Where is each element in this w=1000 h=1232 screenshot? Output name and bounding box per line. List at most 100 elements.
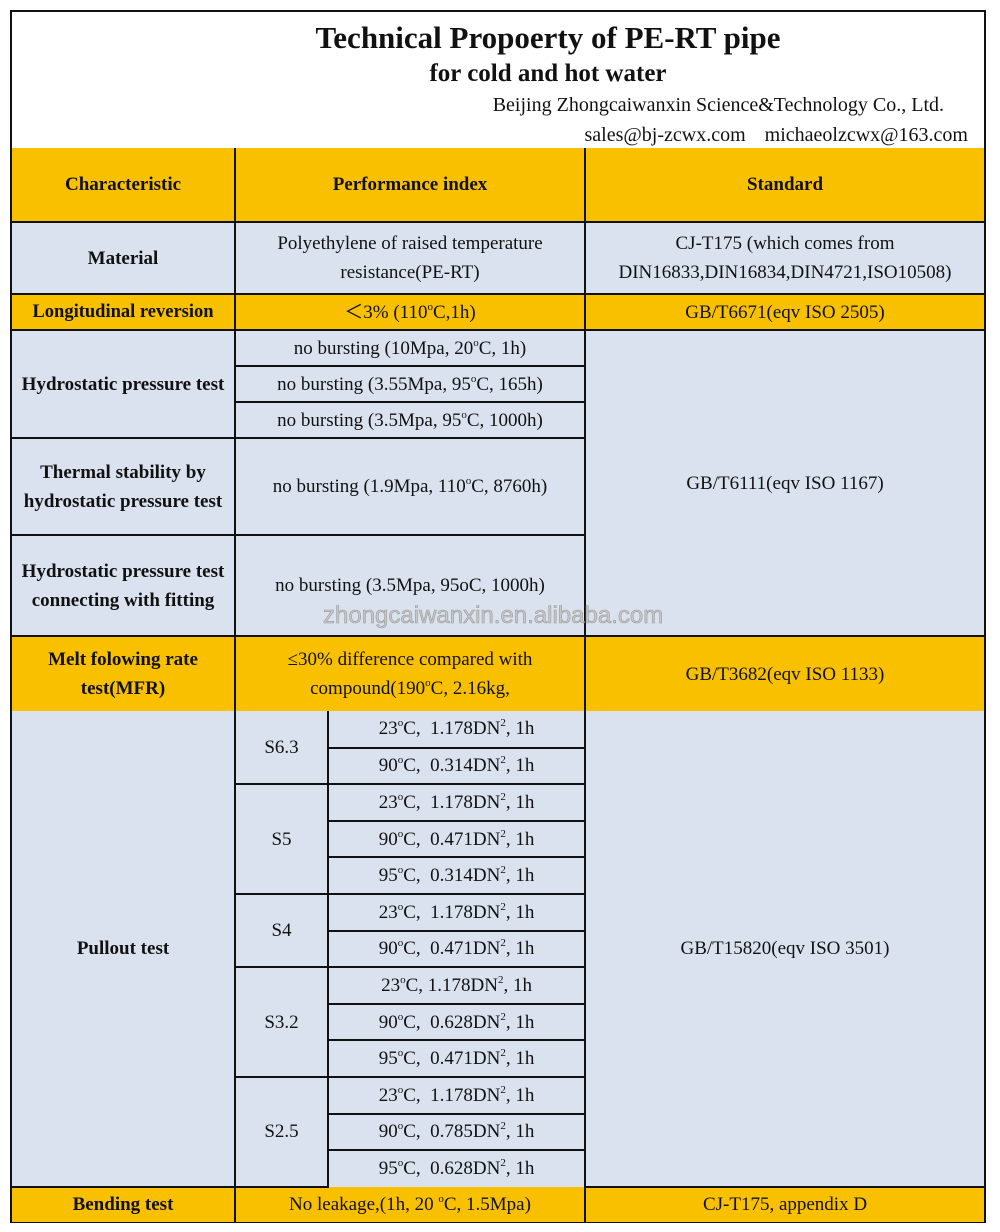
performance-cell: 90oC, 0.314DN2, 1h bbox=[328, 746, 585, 786]
performance-cell: Polyethylene of raised temperature resis… bbox=[234, 221, 586, 295]
superscript: 2 bbox=[500, 1083, 506, 1096]
performance-cell: 90oC, 0.628DN2, 1h bbox=[328, 1002, 585, 1042]
performance-cell: ≤30% difference compared with compound(1… bbox=[234, 635, 586, 711]
table-row-hydrostatic: no bursting (3.5Mpa, 95oC, 1000h) bbox=[12, 401, 984, 439]
superscript: o bbox=[397, 900, 404, 913]
superscript: o bbox=[397, 754, 404, 767]
table-header-row: Characteristic Performance index Standar… bbox=[12, 148, 984, 223]
performance-cell: 90oC, 0.471DN2, 1h bbox=[328, 929, 585, 969]
standard-cell: CJ-T175 (which comes from DIN16833,DIN16… bbox=[584, 221, 984, 295]
table-row-thermal: Thermal stability by hydrostatic pressur… bbox=[12, 437, 984, 536]
superscript: o bbox=[397, 717, 404, 730]
superscript: o bbox=[461, 408, 467, 421]
superscript: 2 bbox=[500, 790, 506, 803]
performance-cell: 23oC, 1.178DN2, 1h bbox=[327, 783, 585, 822]
superscript: 2 bbox=[500, 827, 506, 840]
email-sales: sales@bj-zcwx.com bbox=[584, 124, 746, 146]
table-row-pullout: 90oC, 0.785DN2, 1h bbox=[12, 1112, 984, 1152]
table-row-fitting: Hydrostatic pressure test connecting wit… bbox=[12, 534, 984, 637]
superscript: o bbox=[470, 372, 477, 385]
table-row-pullout: S2.5 23oC, 1.178DN2, 1h bbox=[12, 1075, 984, 1188]
characteristic-cell: Hydrostatic pressure test bbox=[12, 329, 236, 439]
standard-cell: GB/T15820(eqv ISO 3501) bbox=[584, 711, 984, 1188]
company-name: Beijing Zhongcaiwanxin Science&Technolog… bbox=[492, 94, 944, 116]
column-header-standard: Standard bbox=[584, 148, 984, 223]
characteristic-cell: Hydrostatic pressure test connecting wit… bbox=[12, 534, 236, 637]
characteristic-cell: Longitudinal reversion bbox=[12, 293, 236, 331]
performance-cell: no bursting (3.55Mpa, 95oC, 165h) bbox=[235, 365, 585, 403]
performance-cell: 90oC, 0.471DN2, 1h bbox=[328, 819, 585, 859]
table-row-pullout: 90oC, 0.628DN2, 1h bbox=[12, 1002, 984, 1042]
standard-cell: GB/T6111(eqv ISO 1167) bbox=[584, 329, 984, 637]
superscript: 2 bbox=[500, 937, 506, 950]
performance-cell: 23oC, 1.178DN2, 1h bbox=[327, 892, 585, 932]
table-row-melt: Melt folowing rate test(MFR) ≤30% differ… bbox=[12, 635, 984, 711]
superscript: o bbox=[397, 937, 404, 950]
document-frame: Technical Propoerty of PE-RT pipe for co… bbox=[10, 10, 986, 1223]
superscript: o bbox=[397, 1010, 404, 1023]
standard-cell: GB/T3682(eqv ISO 1133) bbox=[584, 635, 984, 711]
superscript: o bbox=[397, 1047, 404, 1060]
characteristic-cell: Material bbox=[12, 221, 236, 295]
table-row-pullout: 95oC, 0.314DN2, 1h bbox=[12, 856, 984, 895]
table-row-pullout: 90oC, 0.314DN2, 1h bbox=[12, 746, 984, 786]
superscript: o bbox=[397, 827, 404, 840]
performance-cell: 95oC, 0.628DN2, 1h bbox=[328, 1149, 585, 1187]
superscript: o bbox=[397, 790, 404, 803]
performance-cell: no bursting (1.9Mpa, 110oC, 8760h) bbox=[234, 437, 585, 536]
superscript: 2 bbox=[500, 1047, 506, 1060]
performance-cell: 90oC, 0.785DN2, 1h bbox=[328, 1112, 585, 1152]
characteristic-cell: Pullout test bbox=[12, 711, 236, 1188]
superscript: o bbox=[438, 1193, 444, 1206]
pipe-series-cell: S4 bbox=[235, 892, 329, 969]
performance-cell: 23oC, 1.178DN2, 1h bbox=[327, 966, 585, 1005]
standard-cell: CJ-T175, appendix D bbox=[584, 1186, 984, 1222]
characteristic-cell: Bending test bbox=[12, 1186, 236, 1222]
characteristic-cell: Melt folowing rate test(MFR) bbox=[12, 635, 236, 711]
table-row-longitudinal: Longitudinal reversion ＜3% (110oC,1h) GB… bbox=[12, 293, 984, 331]
superscript: 2 bbox=[500, 717, 506, 730]
table-row-hydrostatic: Hydrostatic pressure test no bursting (1… bbox=[12, 329, 984, 637]
performance-cell: 23oC, 1.178DN2, 1h bbox=[327, 1075, 585, 1115]
column-header-characteristic: Characteristic bbox=[12, 148, 236, 223]
performance-cell: no bursting (3.5Mpa, 95oC, 1000h) bbox=[234, 534, 585, 637]
column-header-performance-index: Performance index bbox=[234, 148, 586, 223]
email-personal: michaeolzcwx@163.com bbox=[764, 124, 968, 146]
characteristic-cell: Thermal stability by hydrostatic pressur… bbox=[12, 437, 236, 536]
superscript: o bbox=[397, 864, 404, 877]
performance-cell: ＜3% (110oC,1h) bbox=[234, 293, 586, 331]
superscript: 2 bbox=[500, 1120, 506, 1133]
superscript: o bbox=[397, 1157, 404, 1170]
pipe-series-cell: S3.2 bbox=[235, 966, 329, 1078]
table-row-pullout: 90oC, 0.471DN2, 1h bbox=[12, 929, 984, 969]
superscript: o bbox=[473, 336, 479, 349]
superscript: 2 bbox=[500, 1157, 506, 1170]
performance-cell: 95oC, 0.314DN2, 1h bbox=[328, 856, 585, 895]
superscript: o bbox=[465, 475, 472, 487]
page-subtitle: for cold and hot water bbox=[429, 60, 667, 87]
superscript: 2 bbox=[497, 973, 504, 986]
superscript: o bbox=[397, 1083, 404, 1096]
pipe-series-cell: S2.5 bbox=[235, 1075, 329, 1188]
table-row-pullout: 95oC, 0.471DN2, 1h bbox=[12, 1039, 984, 1078]
superscript: o bbox=[400, 973, 406, 986]
table-row-bending: Bending test No leakage,(1h, 20 oC, 1.5M… bbox=[12, 1186, 984, 1222]
property-table: Characteristic Performance index Standar… bbox=[12, 148, 984, 1222]
performance-cell: 95oC, 0.471DN2, 1h bbox=[328, 1039, 585, 1078]
table-row-pullout: S4 23oC, 1.178DN2, 1h bbox=[12, 892, 984, 969]
table-row-pullout: 95oC, 0.628DN2, 1h bbox=[12, 1149, 984, 1187]
table-row-material: Material Polyethylene of raised temperat… bbox=[12, 221, 984, 295]
table-row-pullout: 90oC, 0.471DN2, 1h bbox=[12, 819, 984, 859]
table-row-pullout: S3.2 23oC, 1.178DN2, 1h bbox=[12, 966, 984, 1078]
table-row-pullout: S5 23oC, 1.178DN2, 1h bbox=[12, 783, 984, 895]
page-title: Technical Propoerty of PE-RT pipe bbox=[315, 20, 781, 55]
performance-cell: 23oC, 1.178DN2, 1h bbox=[327, 711, 586, 749]
superscript: o bbox=[397, 1120, 404, 1133]
pipe-series-cell: S6.3 bbox=[234, 711, 329, 786]
performance-cell: No leakage,(1h, 20 oC, 1.5Mpa) bbox=[234, 1186, 586, 1222]
performance-cell: no bursting (3.5Mpa, 95oC, 1000h) bbox=[235, 401, 585, 439]
performance-cell: no bursting (10Mpa, 20oC, 1h) bbox=[234, 329, 586, 367]
superscript: 2 bbox=[500, 864, 506, 877]
document-header: Technical Propoerty of PE-RT pipe for co… bbox=[12, 12, 984, 150]
superscript: o bbox=[427, 300, 433, 313]
